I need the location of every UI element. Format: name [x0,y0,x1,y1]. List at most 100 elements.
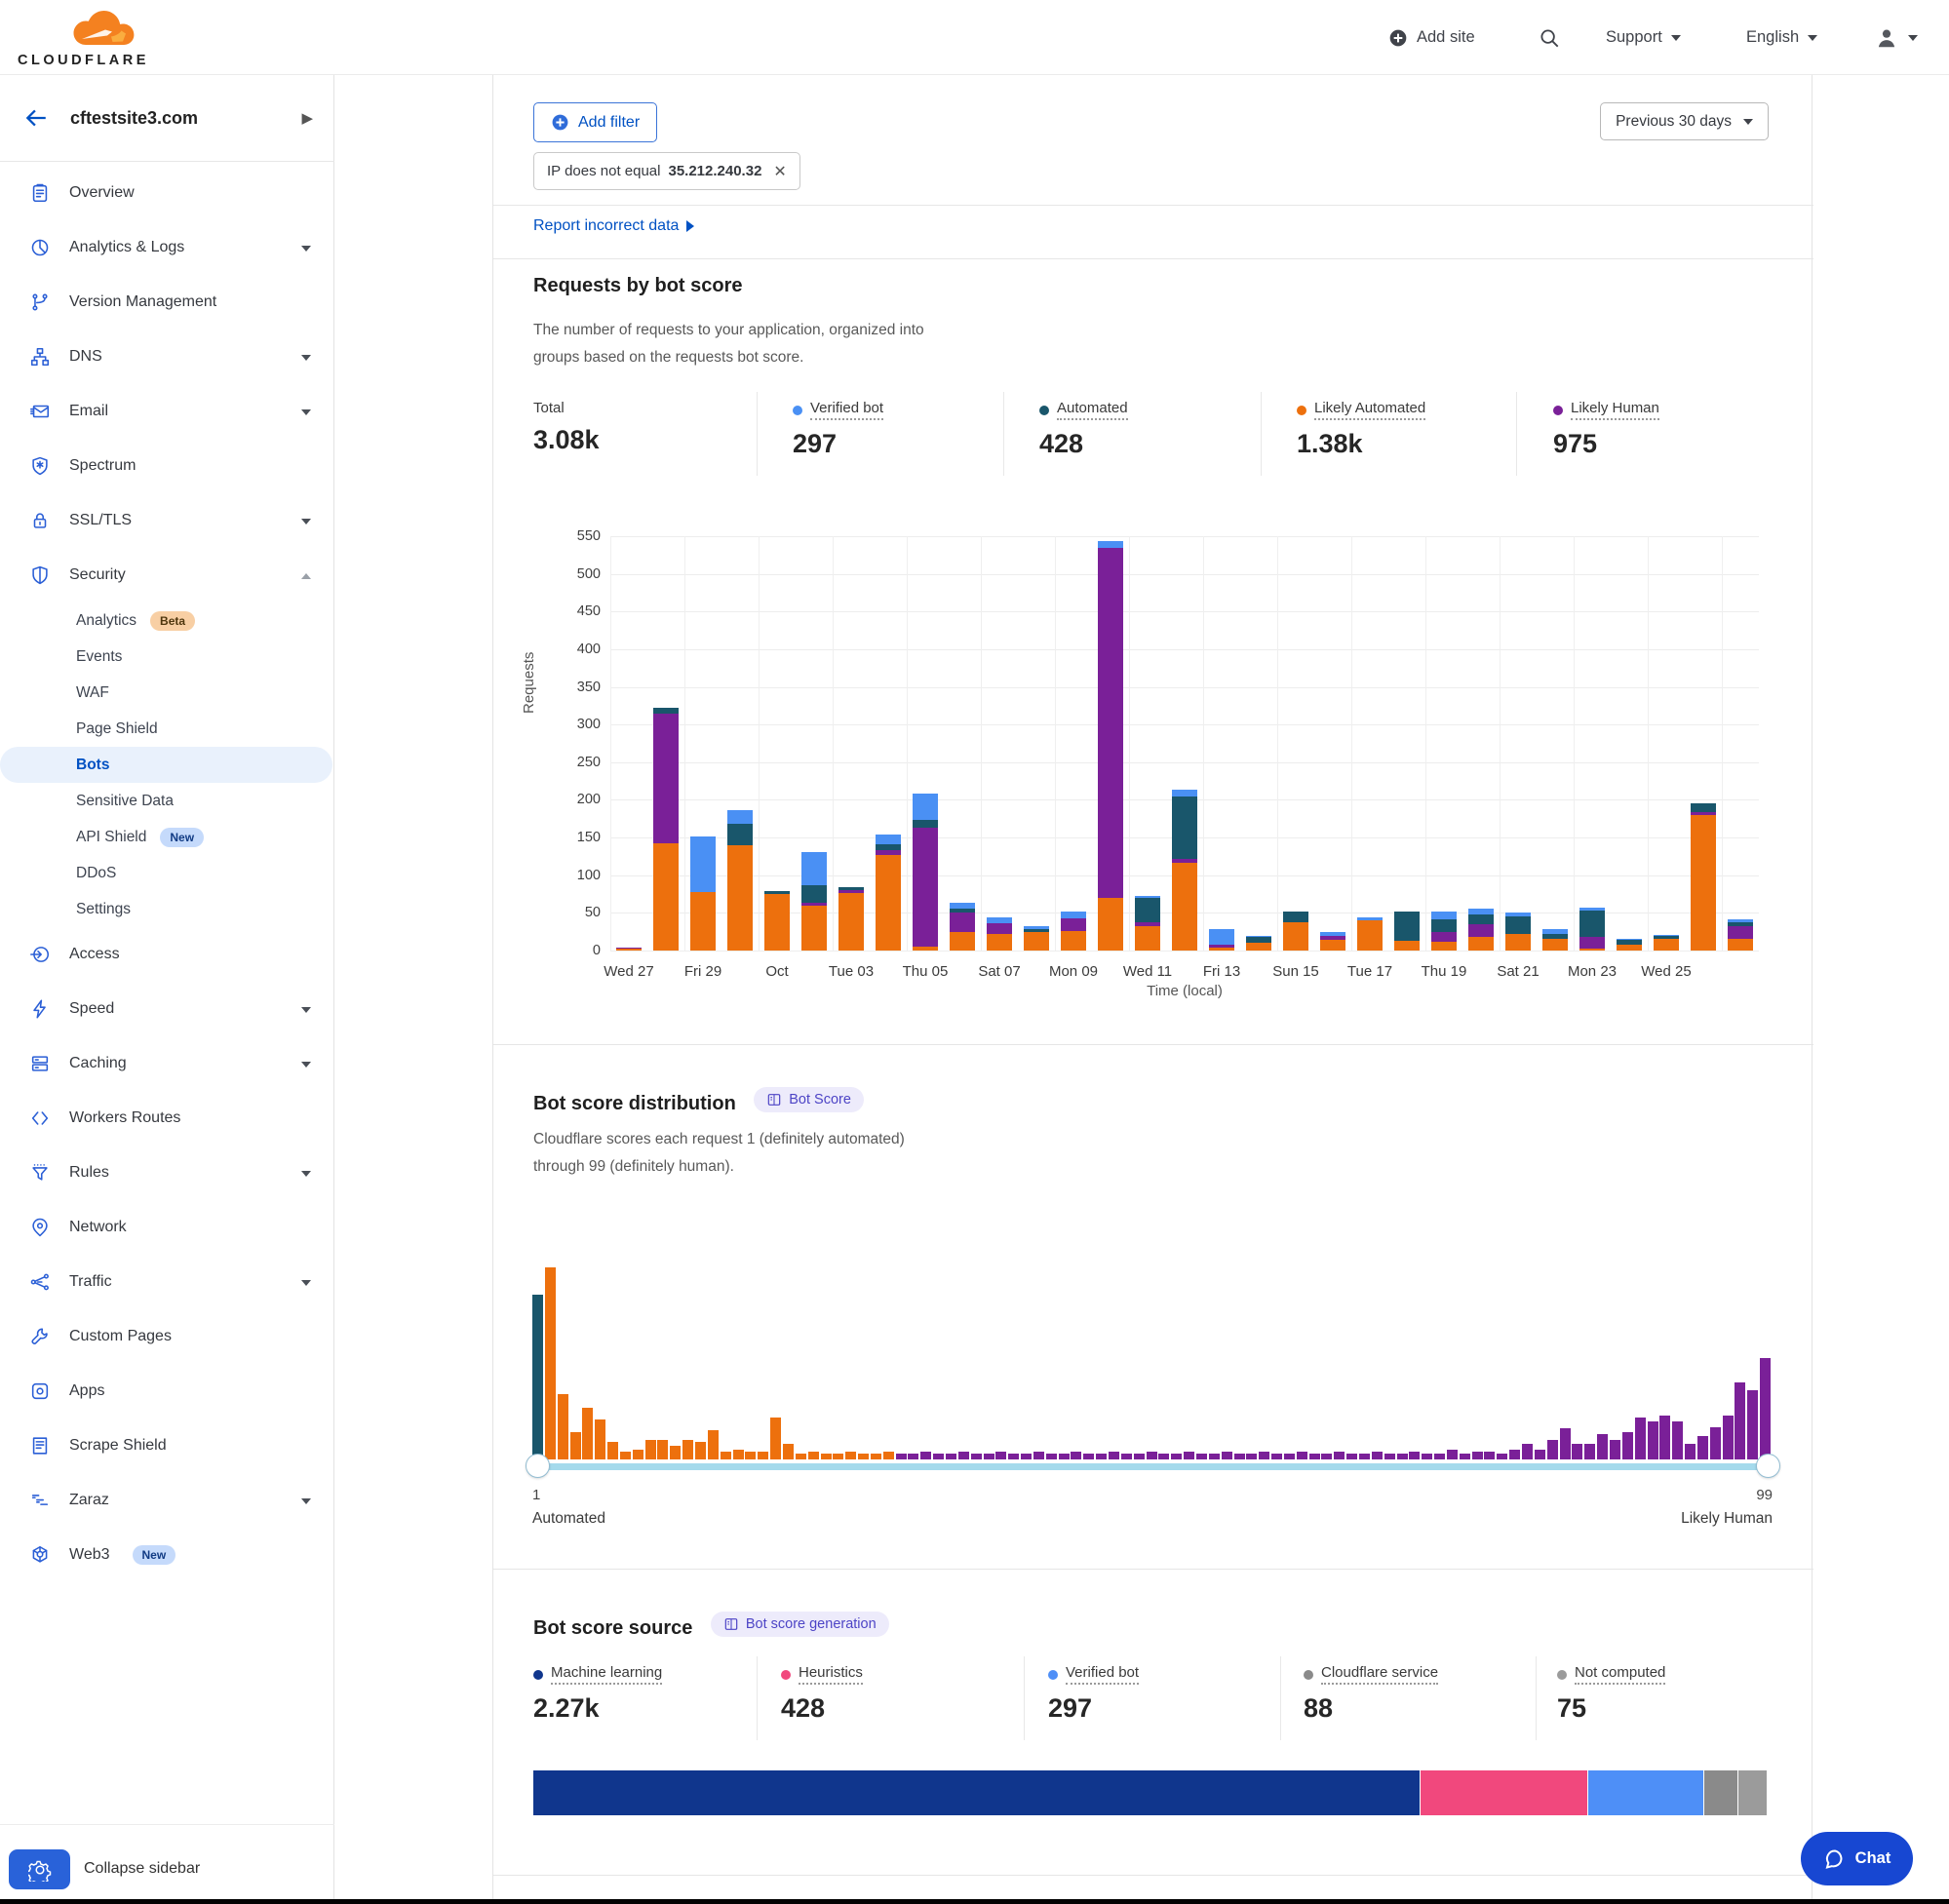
chart-bar[interactable] [1394,536,1420,951]
sidebar-item-speed[interactable]: Speed [0,982,334,1036]
histogram-bar[interactable] [908,1454,918,1459]
chart-bar[interactable] [1579,536,1605,951]
collapse-sidebar-button[interactable]: Collapse sidebar [84,1860,200,1878]
sidebar-item-scrape-shield[interactable]: Scrape Shield [0,1418,334,1473]
histogram-bar[interactable] [808,1452,819,1459]
histogram-bar[interactable] [1422,1454,1432,1459]
histogram-bar[interactable] [1259,1452,1269,1459]
histogram-bar[interactable] [1560,1428,1571,1459]
histogram-bar[interactable] [1059,1454,1070,1459]
sidebar-item-waf[interactable]: WAF [0,675,334,711]
source-segment-machine-learning[interactable] [533,1770,1421,1815]
bot-score-generation-doc-badge[interactable]: Bot score generation [711,1612,889,1637]
histogram-bar[interactable] [845,1452,856,1459]
sidebar-item-rules[interactable]: Rules [0,1146,334,1200]
sidebar-item-settings[interactable]: Settings [0,891,334,927]
chart-bar[interactable] [653,536,679,951]
histogram-bar[interactable] [1685,1444,1696,1459]
histogram-bar[interactable] [1121,1454,1132,1459]
add-site-button[interactable]: Add site [1388,0,1475,75]
sidebar-item-ssl-tls[interactable]: SSL/TLS [0,493,334,548]
source-segment-verified-bot[interactable] [1588,1770,1704,1815]
chart-bar[interactable] [838,536,864,951]
histogram-bar[interactable] [1071,1452,1081,1459]
histogram-bar[interactable] [1384,1454,1395,1459]
histogram-bar[interactable] [896,1454,907,1459]
histogram-bar[interactable] [1271,1454,1282,1459]
histogram-bar[interactable] [645,1440,656,1459]
histogram-bar[interactable] [1284,1454,1295,1459]
histogram-bar[interactable] [833,1454,843,1459]
chart-bar[interactable] [1505,536,1531,951]
chart-bar[interactable] [1431,536,1457,951]
histogram-bar[interactable] [1008,1454,1019,1459]
sidebar-item-spectrum[interactable]: Spectrum [0,439,334,493]
histogram-bar[interactable] [1610,1440,1620,1459]
histogram-bar[interactable] [1597,1434,1608,1459]
histogram-bar[interactable] [733,1450,744,1459]
sidebar-item-events[interactable]: Events [0,639,334,675]
chart-bar[interactable] [1283,536,1308,951]
histogram-bar[interactable] [1635,1418,1646,1459]
histogram-bar[interactable] [1659,1416,1670,1459]
slider-handle-min[interactable] [526,1454,550,1478]
histogram-bar[interactable] [1735,1382,1745,1459]
chat-button[interactable]: Chat [1801,1832,1913,1885]
histogram-bar[interactable] [1234,1454,1245,1459]
sidebar-item-ddos[interactable]: DDoS [0,855,334,891]
sidebar-item-web3[interactable]: Web3New [0,1528,334,1582]
chart-bar[interactable] [987,536,1012,951]
slider-handle-max[interactable] [1756,1454,1780,1478]
chart-bar[interactable] [876,536,901,951]
sidebar-item-sensitive-data[interactable]: Sensitive Data [0,783,334,819]
date-range-dropdown[interactable]: Previous 30 days [1600,102,1769,140]
chart-bar[interactable] [1542,536,1568,951]
histogram-bar[interactable] [570,1432,581,1459]
histogram-bar[interactable] [1760,1358,1771,1459]
histogram-bar[interactable] [1246,1454,1257,1459]
sidebar-item-api-shield[interactable]: API ShieldNew [0,819,334,855]
histogram-bar[interactable] [582,1408,593,1459]
histogram-bar[interactable] [1196,1454,1207,1459]
chart-bar[interactable] [1135,536,1160,951]
histogram-bar[interactable] [1184,1452,1194,1459]
histogram-bar[interactable] [1222,1452,1232,1459]
account-menu[interactable] [1874,0,1918,75]
sidebar-item-dns[interactable]: DNS [0,330,334,384]
histogram-bar[interactable] [1622,1432,1633,1459]
source-segment-heuristics[interactable] [1421,1770,1588,1815]
source-segment-not-computed[interactable] [1738,1770,1768,1815]
histogram-bar[interactable] [1472,1452,1483,1459]
histogram-bar[interactable] [633,1450,643,1459]
histogram-bar[interactable] [1147,1452,1157,1459]
histogram-bar[interactable] [1309,1454,1320,1459]
sidebar-item-security[interactable]: Security [0,548,334,602]
histogram-bar[interactable] [721,1452,731,1459]
histogram-bar[interactable] [1346,1454,1357,1459]
histogram-bar[interactable] [670,1446,681,1459]
histogram-bar[interactable] [695,1442,706,1459]
histogram-bar[interactable] [1648,1421,1658,1459]
chart-bar[interactable] [1617,536,1642,951]
bot-score-doc-badge[interactable]: Bot Score [754,1087,864,1112]
histogram-bar[interactable] [783,1444,794,1459]
chart-bar[interactable] [1320,536,1345,951]
report-incorrect-data-link[interactable]: Report incorrect data [533,217,694,235]
sidebar-item-custom-pages[interactable]: Custom Pages [0,1309,334,1364]
histogram-bar[interactable] [1672,1421,1683,1459]
histogram-bar[interactable] [1297,1452,1307,1459]
sidebar-item-overview[interactable]: Overview [0,166,334,220]
chart-bar[interactable] [913,536,938,951]
search-button[interactable] [1539,0,1560,75]
site-switcher-chevron[interactable]: ▶ [301,109,313,127]
chart-bar[interactable] [616,536,642,951]
sidebar-item-zaraz[interactable]: Zaraz [0,1473,334,1528]
score-slider-track[interactable] [532,1463,1773,1470]
histogram-bar[interactable] [1158,1454,1169,1459]
sidebar-item-bots[interactable]: Bots [0,747,332,783]
histogram-bar[interactable] [1046,1454,1057,1459]
histogram-bar[interactable] [1033,1452,1044,1459]
chart-bar[interactable] [1357,536,1383,951]
chart-bar[interactable] [727,536,753,951]
histogram-bar[interactable] [708,1430,719,1459]
